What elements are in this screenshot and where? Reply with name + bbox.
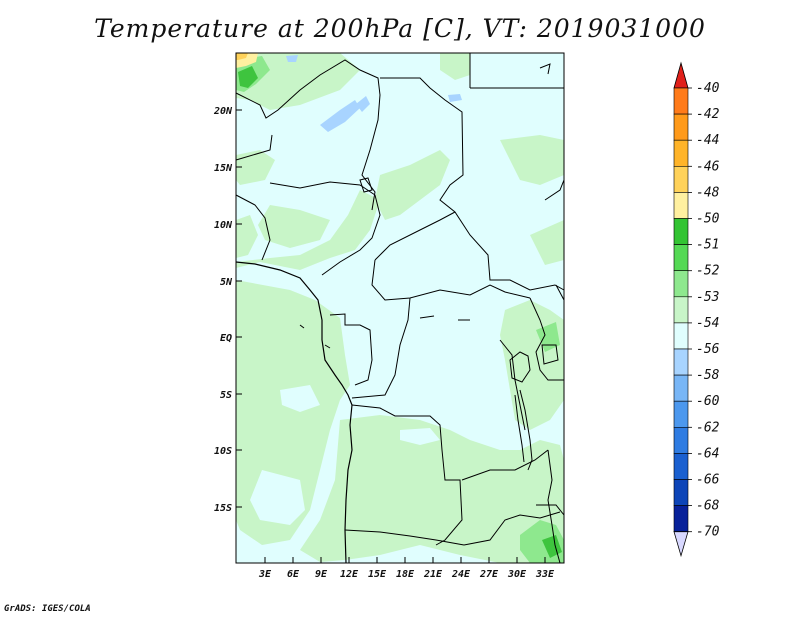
colorbar-label: -70 xyxy=(696,525,720,540)
colorbar-label: -44 xyxy=(696,133,719,148)
colorbar-swatch xyxy=(673,505,689,533)
colorbar-swatch xyxy=(673,192,689,219)
lat-tick-label: 15S xyxy=(214,503,232,514)
map-area xyxy=(235,52,565,564)
lon-tick-label: 18E xyxy=(396,569,415,580)
colorbar-swatch xyxy=(673,374,689,402)
map-frame xyxy=(235,52,565,564)
colorbar-swatch xyxy=(673,113,689,141)
lon-tick-label: 27E xyxy=(479,569,499,580)
colorbar-label: -60 xyxy=(696,394,720,409)
colorbar-swatch xyxy=(673,426,689,454)
colorbar-label: -53 xyxy=(696,290,719,305)
colorbar-label: -42 xyxy=(696,107,720,122)
field-south-green xyxy=(300,415,564,563)
colorbar-label: -52 xyxy=(696,264,720,279)
lon-tick-label: 30E xyxy=(507,569,527,580)
lat-tick-label: 20N xyxy=(213,106,233,117)
colorbar-swatch xyxy=(673,479,689,506)
colorbar-swatch xyxy=(673,166,689,193)
colorbar-label: -58 xyxy=(696,368,720,383)
lon-axis: 3E 6E 9E 12E 15E 18E 21E 24E 27E 30E 33E xyxy=(258,557,555,580)
colorbar-swatch xyxy=(673,139,689,167)
field-north-green xyxy=(236,53,564,265)
colorbar-label: -68 xyxy=(696,499,720,514)
colorbar-swatch xyxy=(673,453,689,480)
colorbar-swatch xyxy=(673,322,689,350)
colorbar-label: -54 xyxy=(696,316,719,331)
field-orange-corner xyxy=(236,53,248,60)
grads-credit: GrADS: IGES/COLA xyxy=(4,604,91,614)
colorbar-swatch xyxy=(673,400,689,428)
lon-tick-label: 24E xyxy=(451,569,471,580)
lon-tick-label: 6E xyxy=(287,569,300,580)
lat-tick-label: 10N xyxy=(214,220,233,231)
colorbar-label: -48 xyxy=(696,185,720,200)
lat-tick-label: 5S xyxy=(220,390,232,401)
colorbar-label: -64 xyxy=(696,446,719,461)
colorbar-label: -56 xyxy=(696,342,720,357)
lat-tick-label: EQ xyxy=(220,333,232,344)
lon-tick-label: 15E xyxy=(368,569,387,580)
lat-axis: 20N 15N 10N 5N EQ 5S 10S 15S xyxy=(213,106,242,514)
colorbar-swatch xyxy=(673,296,689,324)
lat-tick-label: 15N xyxy=(214,163,233,174)
colorbar-label: -50 xyxy=(696,212,720,227)
chart-title: Temperature at 200hPa [C], VT: 201903100… xyxy=(94,14,706,43)
colorbar-label: -46 xyxy=(696,159,720,174)
lon-tick-label: 21E xyxy=(423,569,443,580)
lon-tick-label: 3E xyxy=(258,569,272,580)
colorbar-label: -51 xyxy=(696,238,719,253)
colorbar-label: -66 xyxy=(696,473,720,488)
lakes xyxy=(299,63,565,516)
colorbar-label: -62 xyxy=(696,420,720,435)
lat-tick-label: 5N xyxy=(220,277,233,288)
colorbar: -40 -42 -44 -46 -48 -50 -51 -52 -53 -54 -56 -58 -60 -… xyxy=(673,61,720,558)
colorbar-swatch xyxy=(673,270,689,298)
lon-tick-label: 9E xyxy=(315,569,328,580)
country-borders xyxy=(235,53,565,564)
colorbar-label: -40 xyxy=(696,81,720,96)
colorbar-swatch xyxy=(673,87,689,115)
lat-tick-label: 10S xyxy=(214,446,232,457)
colorbar-swatch xyxy=(673,244,689,272)
lon-tick-label: 33E xyxy=(535,569,555,580)
colorbar-swatch xyxy=(673,348,689,376)
colorbar-cap-bottom xyxy=(673,531,689,558)
colorbar-cap-top xyxy=(673,61,689,89)
lon-tick-label: 12E xyxy=(340,569,359,580)
coastline xyxy=(235,261,353,564)
field-south-light xyxy=(250,385,440,525)
colorbar-swatch xyxy=(673,218,689,245)
field-west-green xyxy=(236,190,380,545)
